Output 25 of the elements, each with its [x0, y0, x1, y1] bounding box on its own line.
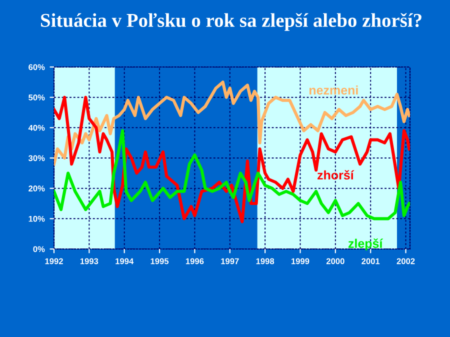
- x-tick-label: 1998: [256, 258, 274, 264]
- x-tick-label: 2000: [326, 258, 344, 264]
- x-tick-label: 1993: [80, 258, 98, 264]
- x-tick-label: 2001: [362, 258, 380, 264]
- chart-title: Situácia v Poľsku o rok sa zlepší alebo zhorší?: [41, 13, 422, 31]
- line-series: [54, 80, 410, 166]
- x-tick-label: 1995: [150, 258, 169, 264]
- y-tick-label: 40%: [28, 124, 45, 131]
- y-tick-label: 60%: [28, 64, 45, 70]
- y-tick-label: 20%: [28, 186, 45, 192]
- x-tick-label: 1996: [186, 258, 204, 264]
- line-series: [54, 96, 410, 224]
- x-tick-label: 1999: [292, 258, 310, 264]
- x-tick-label: 1992: [45, 258, 63, 264]
- series-label: nezmeni: [309, 85, 358, 95]
- series-label: zhorší: [318, 170, 354, 180]
- y-tick-label: 50%: [28, 94, 45, 100]
- series-label: zlepší: [348, 238, 384, 250]
- y-tick-label: 10%: [28, 216, 45, 222]
- y-tick-label: 0%: [33, 246, 45, 252]
- y-tick-label: 30%: [28, 155, 45, 162]
- x-tick-label: 2002: [396, 258, 415, 264]
- x-tick-label: 1994: [116, 258, 134, 264]
- line-series: [54, 129, 410, 220]
- x-tick-label: 1997: [221, 258, 239, 264]
